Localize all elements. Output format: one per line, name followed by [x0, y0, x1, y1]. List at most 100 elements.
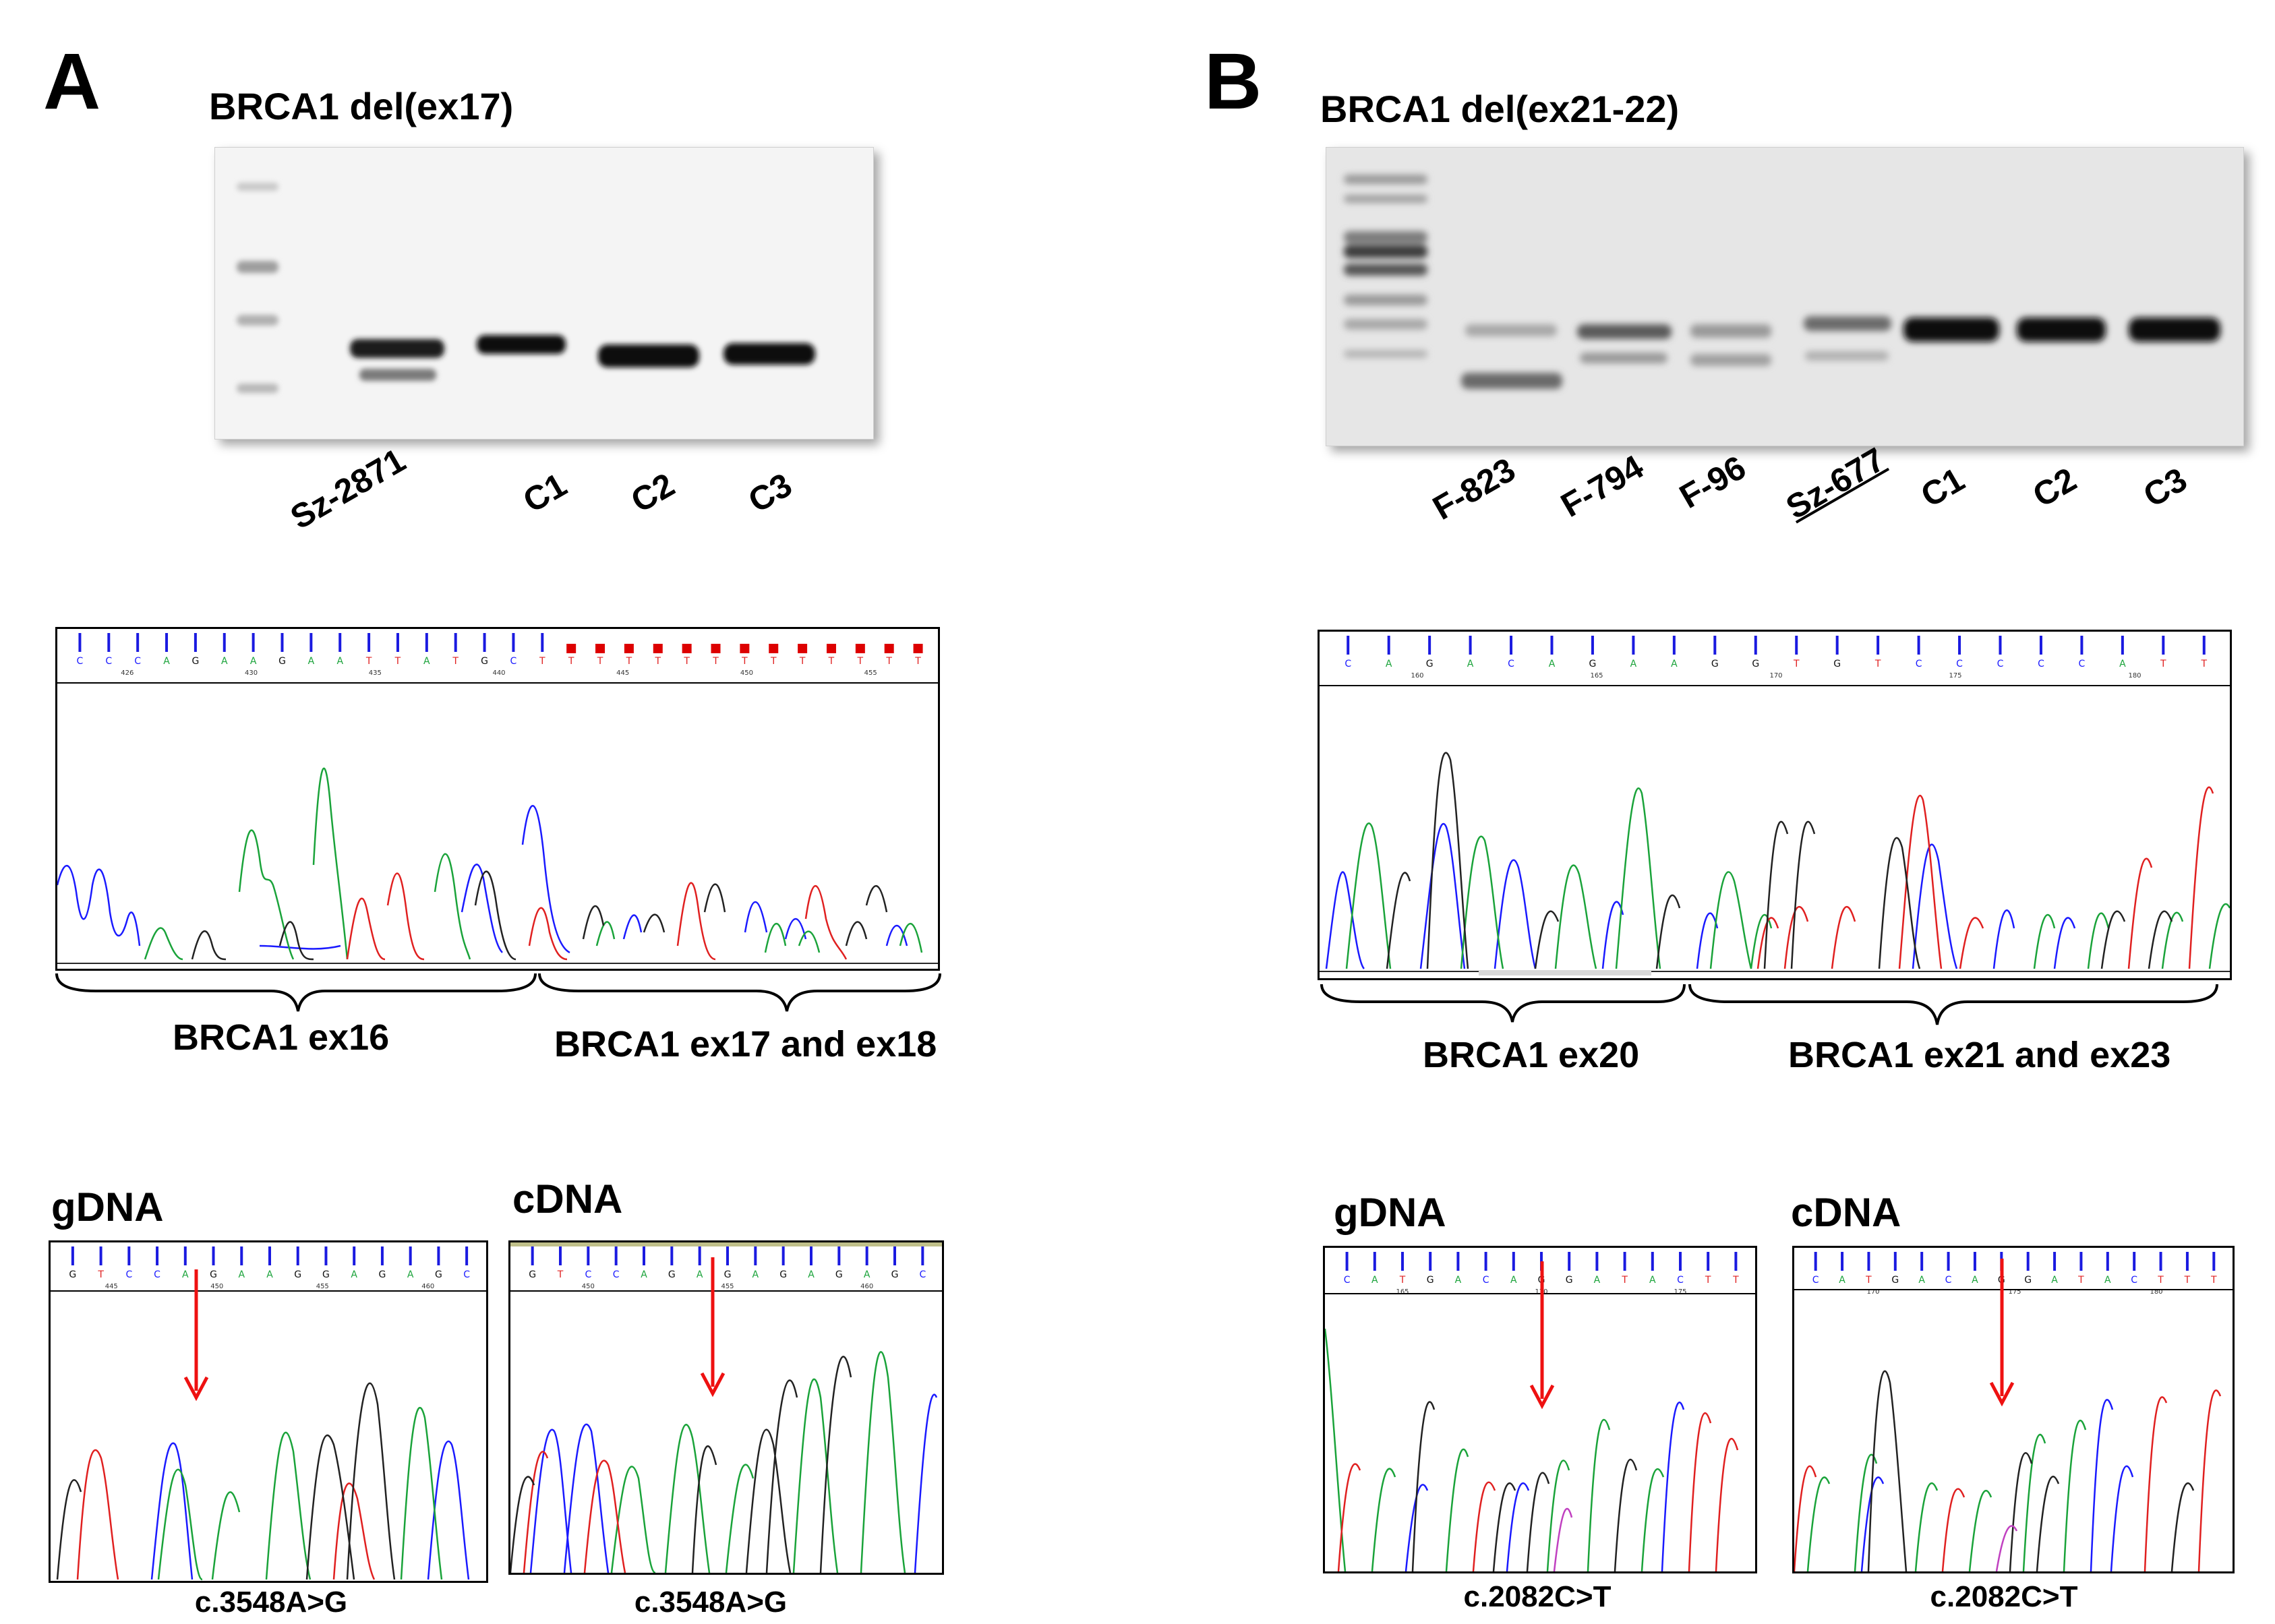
gdna-b-position-number: 175	[1674, 1288, 1686, 1296]
trace-g-a	[191, 870, 888, 961]
trace-c-b	[1325, 822, 2076, 969]
main-a-base-letter: A	[250, 656, 257, 667]
band-sz2871-upper	[350, 339, 444, 358]
trace-a-main	[57, 767, 938, 964]
gdna-b-base-letter: T	[1705, 1275, 1711, 1286]
mutation-label-a-gdna: c.3548A>G	[194, 1586, 348, 1619]
band-sz677-lower	[1805, 351, 1889, 361]
segment-label-a-1: BRCA1 ex16	[173, 1017, 390, 1058]
cdna-a-quality-bar	[781, 1246, 785, 1265]
main-a-base-letter: A	[308, 656, 315, 667]
cdna-b-base-letter: A	[1839, 1275, 1845, 1286]
gdna-a-position-number: 455	[316, 1283, 329, 1290]
gdna-a-base-letter: G	[435, 1269, 442, 1280]
gdna-label-a: gDNA	[51, 1184, 164, 1230]
gdna-a-base-letter: A	[407, 1269, 414, 1280]
gdna-label-b: gDNA	[1334, 1190, 1446, 1235]
cdna-b-base-letter: C	[1945, 1275, 1952, 1286]
lane-label-b-6: C2	[2026, 460, 2083, 515]
gdna-a-quality-bar	[268, 1246, 271, 1265]
main-a-base-letter: T	[712, 656, 719, 667]
cdna-b-quality-bar	[2185, 1252, 2189, 1271]
main-a-base-letter: A	[221, 656, 228, 667]
gdna-b-quality-bar	[1595, 1252, 1599, 1271]
cdna-a-base-letter: T	[557, 1269, 564, 1280]
cdna-a-position-number: 460	[860, 1283, 873, 1290]
trace-b-main	[1320, 752, 2230, 975]
cdna-a-base-letter: C	[585, 1269, 591, 1280]
main-b-position-number: 165	[1590, 672, 1603, 680]
band-c1	[477, 335, 566, 354]
brace-ex17-18	[538, 973, 941, 1012]
gdna-a-quality-bar	[99, 1246, 102, 1265]
gdna-a-position-number: 450	[210, 1283, 223, 1290]
gdna-b-quality-bar	[1679, 1252, 1682, 1271]
main-a-position-number: 455	[864, 669, 877, 677]
gdna-a-quality-bar	[353, 1246, 356, 1265]
main-a-base-letter: G	[278, 656, 286, 667]
main-a-quality-bar	[338, 633, 342, 652]
main-a-base-letter: C	[77, 656, 84, 667]
main-a-base-letter: T	[394, 656, 401, 667]
cdna-a-base-letter: G	[835, 1269, 843, 1280]
cdna-a-quality-bar	[698, 1246, 701, 1265]
main-b-quality-bar	[1428, 636, 1431, 655]
gdna-a-base-letter: A	[182, 1269, 189, 1280]
main-a-base-letter: T	[365, 656, 372, 667]
main-a-quality-bar	[309, 633, 313, 652]
main-a-base-letter: T	[539, 656, 545, 667]
cdna-b-base-letter: A	[1918, 1275, 1925, 1286]
gel-title-b: BRCA1 del(ex21-22)	[1320, 88, 1680, 130]
gdna-a-base-letter: G	[210, 1269, 217, 1280]
main-b-quality-bar	[1835, 636, 1839, 655]
cdna-label-b: cDNA	[1791, 1190, 1901, 1235]
main-b-base-letter: C	[1997, 659, 2004, 669]
main-a-base-letter: T	[770, 656, 777, 667]
gdna-a-base-letter: C	[154, 1269, 160, 1280]
main-a-quality-bar	[223, 633, 226, 652]
chromatogram-b-cdna: CATGACAGGATACTTT170175180	[1792, 1246, 2235, 1573]
band-f794-upper	[1577, 324, 1672, 339]
main-a-base-letter: T	[799, 656, 806, 667]
ladder-bands-b	[1344, 175, 1427, 358]
gdna-a-quality-bar	[156, 1246, 159, 1265]
main-b-base-letter: C	[1956, 659, 1963, 669]
main-a-base-letter: C	[105, 656, 112, 667]
band-c1-b	[1903, 318, 1999, 342]
cdna-a-position-number: 455	[721, 1283, 734, 1290]
cdna-a-base-letter: A	[641, 1269, 647, 1280]
main-a-base-letter: C	[134, 656, 141, 667]
main-b-quality-bar	[1469, 636, 1472, 655]
trace-g-b	[1386, 752, 2173, 969]
gdna-b-quality-bar	[1651, 1252, 1654, 1271]
cdna-a-quality-bar	[614, 1246, 618, 1265]
gdna-a-base-letter: A	[238, 1269, 245, 1280]
bracket-b	[1320, 984, 2218, 1025]
lane-label-a-3: C2	[624, 465, 681, 520]
main-a-quality-bar	[711, 644, 721, 653]
chromatogram-a-gdna: G T C C A G A A G G A G A G C 445 450 455 460	[49, 1240, 488, 1583]
band-f823-lower	[1461, 373, 1562, 389]
main-a-quality-bar	[454, 633, 457, 652]
main-a-quality-bar	[769, 644, 779, 653]
main-b-quality-bar	[1510, 636, 1513, 655]
gdna-a-quality-bar	[437, 1246, 440, 1265]
cdna-b-position-number: 175	[2008, 1288, 2021, 1296]
lane-label-b-1: F-823	[1426, 450, 1522, 527]
cdna-b-base-letter: T	[2210, 1275, 2217, 1286]
cdna-b-base-letter: T	[1865, 1275, 1872, 1286]
trace-t-b	[1756, 786, 2214, 969]
main-b-quality-bar	[2202, 636, 2206, 655]
gdna-a-quality-bar	[324, 1246, 328, 1265]
main-b-quality-bar	[2080, 636, 2084, 655]
main-a-base-letter: T	[741, 656, 748, 667]
main-a-quality-bar	[367, 633, 371, 652]
main-a-quality-bar	[653, 644, 663, 653]
cdna-a-base-letter: A	[864, 1269, 870, 1280]
gdna-a-quality-bar	[465, 1246, 469, 1265]
segment-label-b-2: BRCA1 ex21 and ex23	[1788, 1035, 2171, 1075]
main-a-quality-bar	[512, 633, 515, 652]
main-b-position-number: 170	[1769, 672, 1782, 680]
chromatogram-b-header: C A G A C A G A A G G T G T C C C C C A T T 160 165 170 175 180	[1320, 636, 2230, 686]
main-b-quality-bar	[1672, 636, 1676, 655]
